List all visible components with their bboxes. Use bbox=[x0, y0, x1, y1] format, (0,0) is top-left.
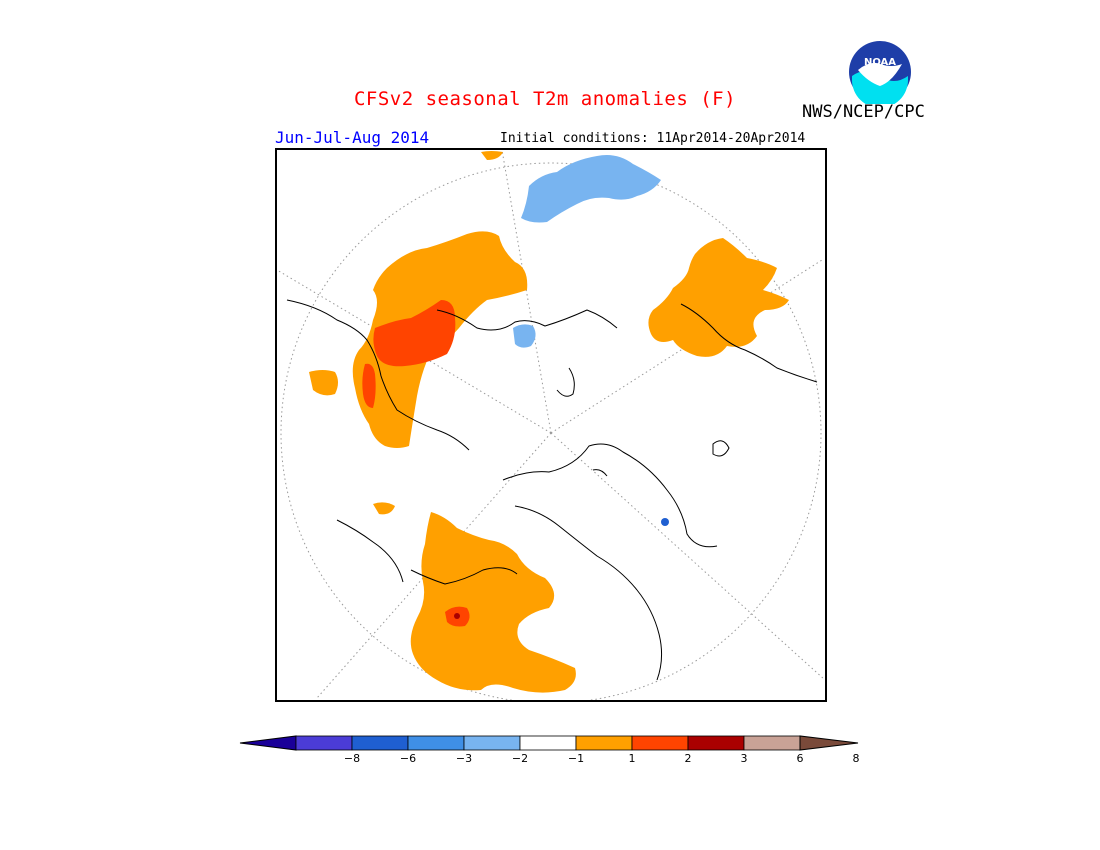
agency-label: NWS/NCEP/CPC bbox=[802, 102, 925, 122]
chart-title-text: CFSv2 seasonal T2m anomalies (F) bbox=[353, 88, 737, 110]
legend-bin bbox=[575, 735, 633, 751]
color-legend bbox=[239, 735, 859, 751]
region-siberia-cool bbox=[513, 324, 536, 348]
legend-tick-label: −6 bbox=[399, 752, 417, 765]
region-north-america-warm bbox=[410, 512, 576, 693]
legend-tick-label: 3 bbox=[740, 752, 748, 765]
legend-tick-label: −8 bbox=[343, 752, 361, 765]
legend-bin bbox=[743, 735, 801, 751]
chart-title: CFSv2 seasonal T2m anomalies (F) bbox=[0, 88, 1100, 110]
noaa-logo-icon: NOAA bbox=[849, 41, 911, 104]
legend-tick-label: −1 bbox=[567, 752, 585, 765]
forecast-period: Jun-Jul-Aug 2014 bbox=[275, 128, 430, 147]
legend-bin-low-arrow bbox=[239, 735, 297, 751]
legend-tick-label: 6 bbox=[796, 752, 804, 765]
legend-bin bbox=[519, 735, 577, 751]
legend-bin bbox=[407, 735, 465, 751]
legend-tick-label: −3 bbox=[455, 752, 473, 765]
region-ural-hot bbox=[362, 363, 376, 408]
globe-outline bbox=[280, 162, 822, 700]
legend-tick-label: 2 bbox=[684, 752, 692, 765]
legend-bin bbox=[351, 735, 409, 751]
initial-conditions: Initial conditions: 11Apr2014-20Apr2014 bbox=[500, 131, 806, 146]
region-alaska-warm bbox=[373, 502, 395, 515]
logo-text: NOAA bbox=[864, 57, 896, 68]
map-panel bbox=[275, 148, 827, 702]
legend-tick-label: −2 bbox=[511, 752, 529, 765]
graticule bbox=[277, 150, 825, 699]
region-greenland-cool bbox=[661, 518, 669, 526]
legend-bin-high-arrow bbox=[799, 735, 859, 751]
region-europe-warm bbox=[648, 238, 789, 357]
region-mongolia-warm bbox=[481, 151, 503, 160]
legend-tick-label: 8 bbox=[852, 752, 860, 765]
legend-bin bbox=[631, 735, 689, 751]
legend-bin bbox=[463, 735, 521, 751]
region-china-cool bbox=[521, 155, 661, 223]
legend-bin bbox=[687, 735, 745, 751]
coastlines bbox=[286, 299, 818, 681]
legend-bin bbox=[295, 735, 353, 751]
region-north-america-peak bbox=[454, 613, 460, 619]
region-west-siberia-hot bbox=[373, 300, 456, 367]
polar-map bbox=[277, 150, 825, 700]
legend-tick-label: 1 bbox=[628, 752, 636, 765]
region-scandinavia-warm bbox=[309, 370, 338, 396]
